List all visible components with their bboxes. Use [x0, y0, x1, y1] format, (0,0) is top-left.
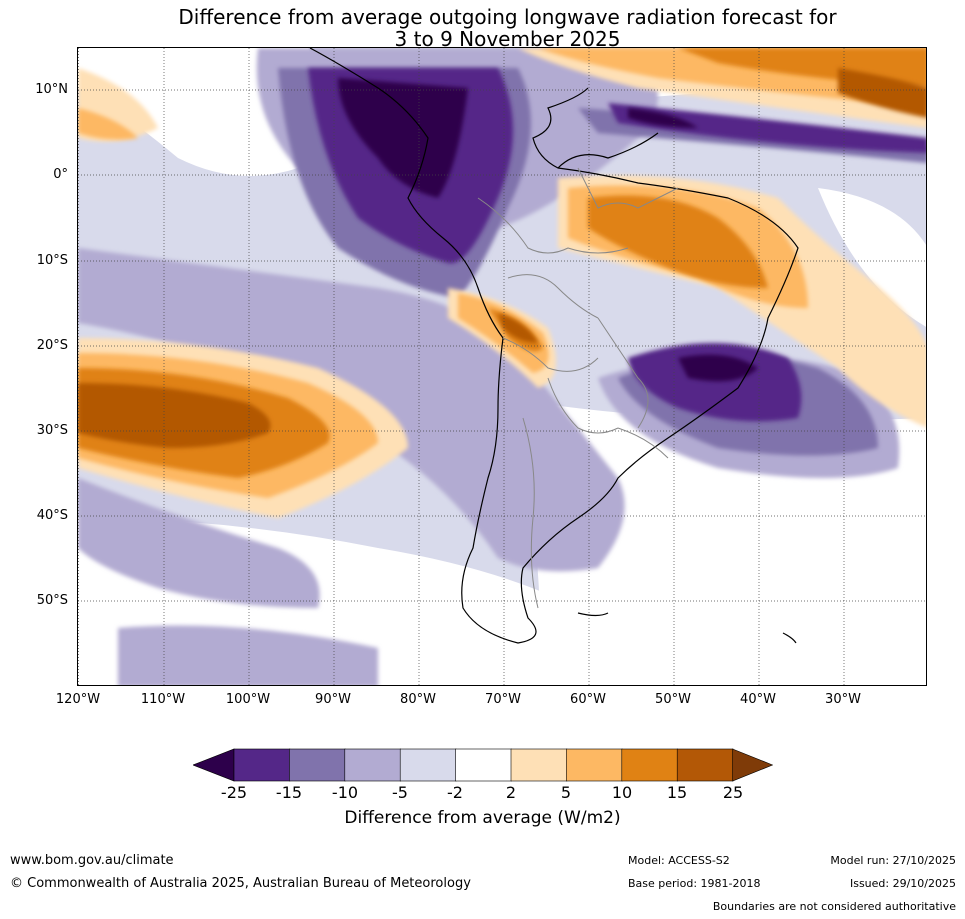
- lon-label-90w: 90°W: [315, 692, 351, 707]
- country-boundaries: [477, 167, 679, 609]
- colorbar-segment: [344, 748, 402, 782]
- website-link[interactable]: www.bom.gov.au/climate: [10, 853, 174, 868]
- olr-anomaly-map: [77, 47, 927, 686]
- colorbar-segment: [676, 748, 734, 782]
- lat-label-50s: 50°S: [36, 593, 68, 608]
- boundaries-disclaimer: Boundaries are not considered authoritat…: [712, 900, 956, 913]
- colorbar-segment: [510, 748, 568, 782]
- colorbar-tick-minus-2: -2: [447, 783, 463, 802]
- very-strong-positive-anomaly-areas: [78, 68, 926, 448]
- lat-label-20s: 20°S: [36, 338, 68, 353]
- colorbar-tick-minus-25: -25: [220, 783, 248, 802]
- colorbar-tick-15: 15: [666, 783, 688, 802]
- lon-label-120w: 120°W: [55, 692, 101, 707]
- lon-label-30w: 30°W: [825, 692, 861, 707]
- graticule: [78, 48, 926, 685]
- colorbar: [193, 748, 773, 782]
- lat-label-0: 0°: [53, 167, 68, 182]
- colorbar-label: Difference from average (W/m2): [344, 808, 621, 828]
- colorbar-tick-5: 5: [560, 783, 572, 802]
- colorbar-tick-minus-10: -10: [331, 783, 359, 802]
- colorbar-segment: [566, 748, 623, 782]
- colorbar-tick-2: 2: [505, 783, 517, 802]
- lon-label-100w: 100°W: [225, 692, 271, 707]
- lon-label-50w: 50°W: [655, 692, 691, 707]
- lon-label-80w: 80°W: [400, 692, 436, 707]
- colorbar-segment: [455, 748, 512, 782]
- colorbar-extend-high: [732, 748, 773, 782]
- copyright-notice: © Commonwealth of Australia 2025, Austra…: [10, 876, 471, 891]
- extreme-negative-anomaly-areas: [338, 78, 758, 382]
- colorbar-extend-low: [193, 748, 235, 782]
- colorbar-segment: [233, 748, 291, 782]
- lon-label-70w: 70°W: [485, 692, 521, 707]
- lat-label-10n: 10°N: [35, 82, 68, 97]
- map-title-line-1: Difference from average outgoing longwav…: [178, 5, 837, 29]
- lat-label-10s: 10°S: [36, 253, 68, 268]
- coastline-outline: [309, 48, 799, 644]
- colorbar-segment: [289, 748, 346, 782]
- lon-label-40w: 40°W: [740, 692, 776, 707]
- colorbar-segments: [193, 748, 773, 782]
- lon-label-110w: 110°W: [140, 692, 186, 707]
- base-period-info: Base period: 1981-2018: [628, 877, 761, 890]
- lon-label-60w: 60°W: [570, 692, 606, 707]
- colorbar-segment: [621, 748, 678, 782]
- model-run-date: Model run: 27/10/2025: [830, 854, 956, 867]
- colorbar-tick-25: 25: [722, 783, 744, 802]
- colorbar-segment: [399, 748, 457, 782]
- model-info: Model: ACCESS-S2: [628, 854, 730, 867]
- colorbar-tick-minus-15: -15: [275, 783, 303, 802]
- lat-label-30s: 30°S: [36, 423, 68, 438]
- colorbar-tick-10: 10: [611, 783, 633, 802]
- map-title-line-2: 3 to 9 November 2025: [394, 27, 621, 51]
- colorbar-tick-minus-5: -5: [392, 783, 408, 802]
- map-canvas: [78, 48, 926, 685]
- lat-label-40s: 40°S: [36, 508, 68, 523]
- issued-date: Issued: 29/10/2025: [849, 877, 956, 890]
